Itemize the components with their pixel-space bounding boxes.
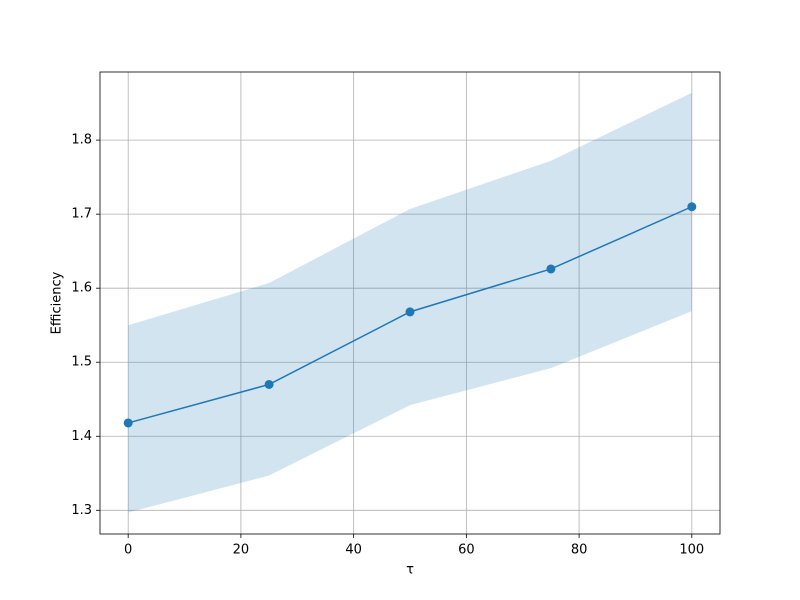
- y-tick-label: 1.4: [71, 429, 92, 444]
- y-tick-label: 1.6: [71, 281, 92, 296]
- x-tick-label: 100: [679, 543, 704, 558]
- x-tick-label: 0: [124, 543, 132, 558]
- marker: [405, 307, 415, 317]
- marker: [264, 379, 274, 389]
- marker: [123, 418, 133, 428]
- x-axis-label: τ: [406, 563, 414, 578]
- x-tick-label: 40: [345, 543, 362, 558]
- y-tick-label: 1.3: [71, 503, 92, 518]
- y-tick-label: 1.8: [71, 133, 92, 148]
- marker: [687, 202, 697, 212]
- y-tick-label: 1.7: [71, 207, 92, 222]
- x-tick-label: 60: [458, 543, 475, 558]
- marker: [546, 264, 556, 274]
- y-axis-label: Efficiency: [50, 271, 65, 334]
- confidence-band: [128, 92, 692, 513]
- x-tick-label: 20: [233, 543, 250, 558]
- y-tick-label: 1.5: [71, 355, 92, 370]
- plot-frame: [99, 71, 721, 535]
- x-tick-label: 80: [571, 543, 588, 558]
